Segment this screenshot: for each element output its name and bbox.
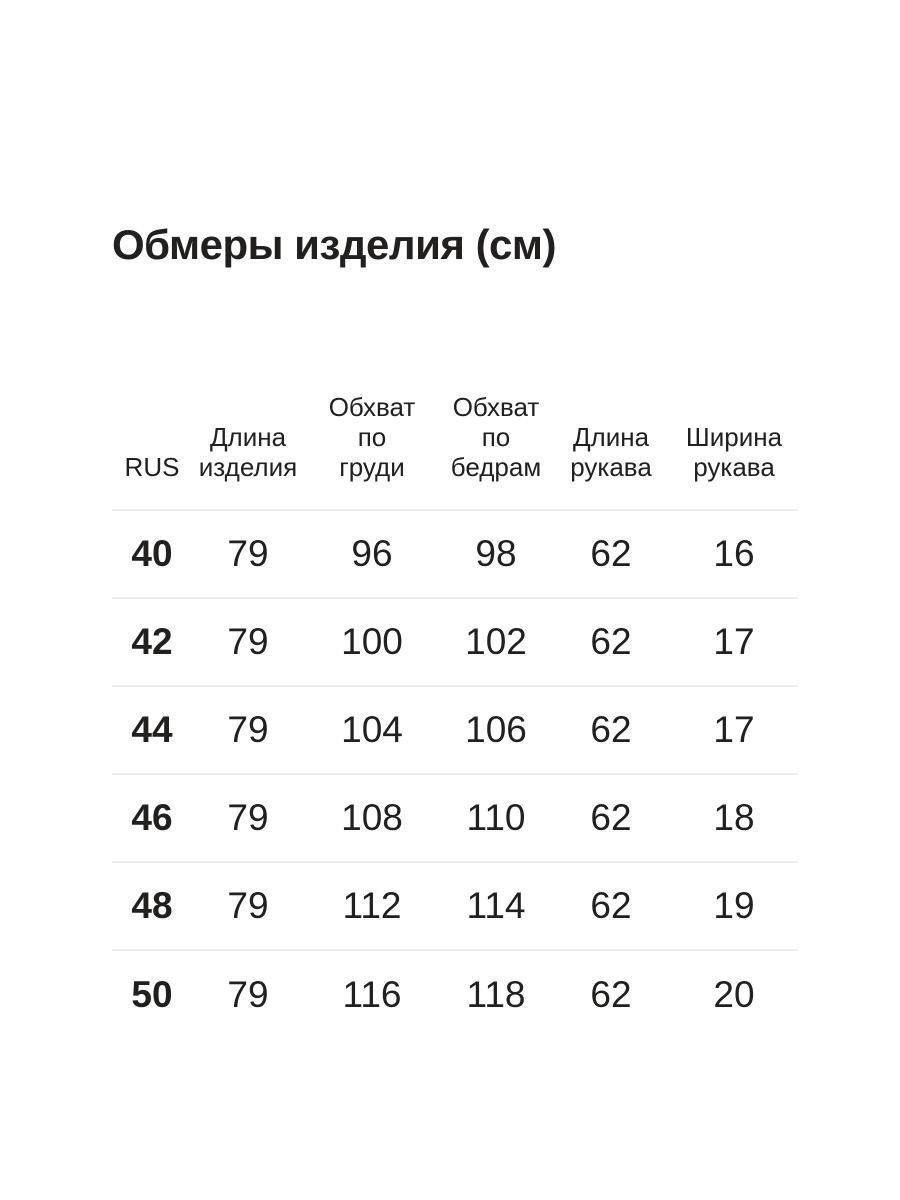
page-title: Обмеры изделия (см): [112, 221, 556, 268]
cell-hip-girth: 118: [466, 973, 526, 1015]
cell-chest-girth: 116: [342, 973, 402, 1015]
table-row: 40 79 96 98 62 16: [112, 510, 798, 598]
cell-hip-girth: 110: [466, 797, 526, 838]
cell-chest-girth: 108: [341, 797, 403, 838]
cell-product-length: 79: [227, 885, 269, 926]
size-value: 44: [131, 709, 173, 750]
cell-sleeve-length: 62: [590, 621, 632, 662]
size-value: 46: [131, 797, 173, 838]
table-row: 42 79 100 102 62 17: [112, 598, 798, 686]
cell-product-length: 79: [227, 973, 269, 1015]
column-header-hip-girth: Обхват по бедрам: [450, 392, 542, 482]
table-row: 50 79 116 118 62 20: [112, 950, 798, 1038]
cell-hip-girth: 98: [475, 533, 517, 574]
size-value: 50: [131, 973, 173, 1015]
cell-sleeve-length: 62: [590, 533, 632, 574]
cell-chest-girth: 104: [341, 709, 403, 750]
cell-sleeve-length: 62: [590, 709, 632, 750]
table-row: 44 79 104 106 62 17: [112, 686, 798, 774]
cell-sleeve-length: 62: [590, 797, 632, 838]
column-header-sleeve-width: Ширина рукава: [685, 422, 783, 482]
cell-product-length: 79: [227, 621, 269, 662]
column-header-sleeve-length: Длина рукава: [570, 422, 652, 482]
table-row: 46 79 108 110 62 18: [112, 774, 798, 862]
size-value: 42: [131, 621, 173, 662]
cell-sleeve-length: 62: [590, 973, 632, 1015]
cell-sleeve-width: 17: [713, 709, 755, 750]
column-header-product-length: Длина изделия: [198, 422, 298, 482]
cell-chest-girth: 96: [351, 533, 393, 574]
cell-sleeve-length: 62: [590, 885, 632, 926]
size-value: 48: [131, 885, 173, 926]
table-row: 48 79 112 114 62 19: [112, 862, 798, 950]
cell-sleeve-width: 19: [713, 885, 755, 926]
size-table: RUS Длина изделия Обхват по груди Обхват…: [112, 392, 798, 1038]
cell-hip-girth: 102: [465, 621, 527, 662]
column-header-chest-girth: Обхват по груди: [328, 392, 416, 482]
cell-product-length: 79: [227, 533, 269, 574]
cell-product-length: 79: [227, 797, 269, 838]
cell-product-length: 79: [227, 709, 269, 750]
cell-hip-girth: 106: [465, 709, 527, 750]
cell-sleeve-width: 17: [713, 621, 755, 662]
header-row: RUS Длина изделия Обхват по груди Обхват…: [112, 392, 798, 510]
size-value: 40: [131, 533, 173, 574]
cell-sleeve-width: 16: [713, 533, 755, 574]
cell-hip-girth: 114: [466, 885, 526, 926]
cell-chest-girth: 100: [341, 621, 403, 662]
cell-chest-girth: 112: [342, 885, 402, 926]
column-header-rus: RUS: [124, 452, 180, 482]
cell-sleeve-width: 18: [713, 797, 755, 838]
cell-sleeve-width: 20: [713, 973, 755, 1015]
